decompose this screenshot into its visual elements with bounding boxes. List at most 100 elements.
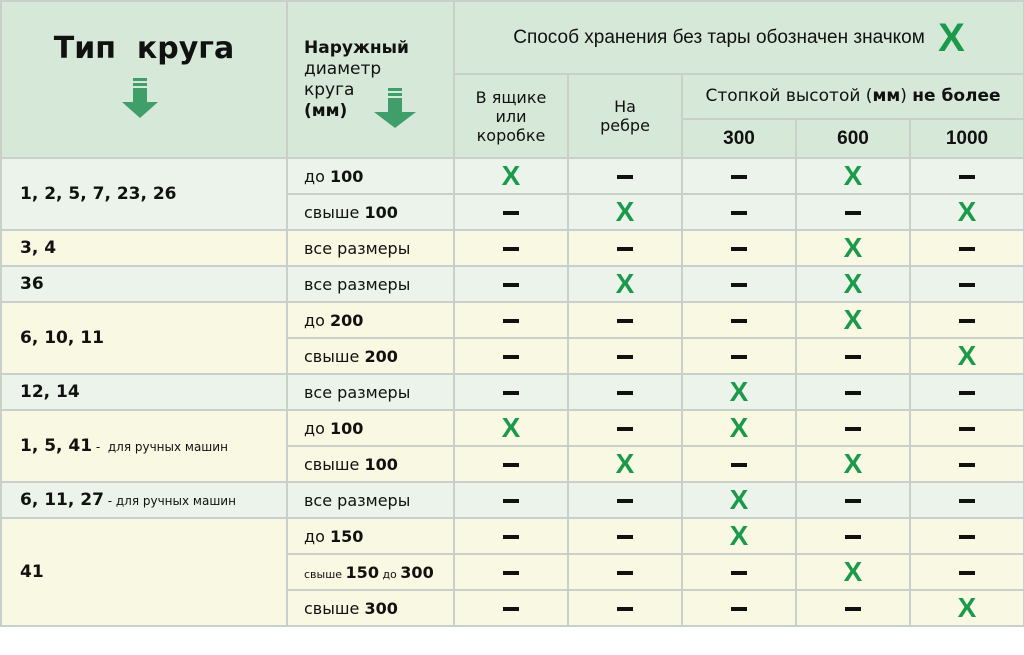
dash-icon [959, 463, 975, 467]
col-height-1000: 1000 [908, 118, 1024, 159]
col-box: В ящике или коробке [453, 73, 569, 159]
wheel-type: 1, 5, 41 [20, 436, 93, 456]
x-mark-icon: X [957, 340, 977, 371]
table-row: 41 до 150 X [0, 517, 1024, 627]
storage-mark-cell [453, 517, 569, 555]
diameter-text: 150 [329, 526, 364, 546]
dash-icon [503, 211, 519, 215]
wheel-type-cell: 6, 10, 11 [0, 301, 288, 375]
storage-mark-cell [567, 337, 683, 375]
x-mark-icon: X [729, 520, 749, 551]
storage-mark-cell: X [453, 157, 569, 195]
stack-limit: не более [912, 86, 1001, 106]
dash-icon [731, 175, 747, 179]
storage-mark-cell [795, 373, 911, 411]
dash-icon [845, 211, 861, 215]
storage-mark-cell [567, 301, 683, 339]
dash-icon [617, 499, 633, 503]
table-row: свыше 300 X [1, 589, 1024, 627]
table-row: 3, 4 все размеры X [0, 229, 1024, 267]
diameter-text: свыше [304, 567, 346, 581]
dash-icon [845, 499, 861, 503]
storage-mark-cell [567, 157, 683, 195]
x-mark-icon: X [501, 160, 521, 191]
storage-mark-cell [453, 301, 569, 339]
dash-icon [731, 355, 747, 359]
x-mark-icon: X [843, 304, 863, 335]
wheel-type-cell: 41 [0, 517, 288, 627]
diameter-line2: диаметр [304, 58, 382, 79]
wheel-type-note: - для ручных машин [103, 494, 236, 508]
dash-icon [959, 283, 975, 287]
storage-mark-cell [681, 553, 797, 591]
x-mark-icon: X [501, 412, 521, 443]
storage-mark-cell: X [453, 409, 569, 447]
x-mark-icon: X [843, 160, 863, 191]
dash-icon [731, 247, 747, 251]
table-row: 36 все размеры X X [0, 265, 1024, 303]
storage-mark-cell [795, 481, 911, 519]
x-mark-icon: X [843, 232, 863, 263]
storage-mark-cell: X [567, 193, 683, 231]
storage-mark-cell: X [681, 409, 797, 447]
storage-mark-cell: X [567, 445, 683, 483]
diameter-text: свыше [304, 598, 365, 618]
x-mark-icon: X [938, 15, 965, 60]
dash-icon [845, 355, 861, 359]
x-mark-icon: X [729, 376, 749, 407]
diameter-text: свыше [304, 346, 365, 366]
dash-icon [731, 211, 747, 215]
storage-mark-cell [567, 553, 683, 591]
diameter-text: все размеры [304, 238, 411, 258]
diameter-text: 200 [329, 310, 364, 330]
col-height-600: 600 [795, 118, 911, 159]
storage-mark-cell: X [681, 373, 797, 411]
diameter-text: свыше [304, 202, 365, 222]
wheel-type-cell: 3, 4 [0, 229, 288, 267]
storage-mark-cell: X [795, 265, 911, 303]
diameter-cell: до 100 [286, 157, 455, 195]
storage-mark-cell: X [908, 337, 1024, 375]
table-row: 6, 10, 11 до 200 X [0, 301, 1024, 375]
storage-mark-cell: X [681, 481, 797, 519]
dash-icon [731, 319, 747, 323]
wheel-type: 41 [20, 562, 44, 582]
x-mark-icon: X [843, 556, 863, 587]
diameter-cell: свыше 100 [286, 193, 455, 231]
storage-mark-cell [567, 517, 683, 555]
col-stack: Стопкой высотой (мм) не более [680, 73, 1024, 120]
diameter-cell: все размеры [286, 229, 455, 267]
dash-icon [503, 319, 519, 323]
wheel-type: 6, 10, 11 [20, 328, 104, 348]
storage-mark-cell [453, 373, 569, 411]
dash-icon [959, 391, 975, 395]
wheel-type-note: - для ручных машин [92, 440, 228, 454]
storage-mark-cell [908, 553, 1024, 591]
storage-mark-cell [908, 517, 1024, 555]
storage-mark-cell [453, 337, 569, 375]
diameter-text: до [304, 526, 330, 546]
storage-mark-cell [681, 265, 797, 303]
x-mark-icon: X [615, 268, 635, 299]
dash-icon [845, 607, 861, 611]
x-mark-icon: X [615, 448, 635, 479]
storage-mark-cell [795, 517, 911, 555]
dash-icon [503, 607, 519, 611]
table-row: свыше 100 X X [1, 193, 1024, 231]
wheel-type: 6, 11, 27 [20, 490, 104, 510]
table-row: 1, 5, 41 - для ручных машин до 100 X X [0, 409, 1024, 483]
diameter-cell: до 150 [286, 517, 455, 555]
dash-icon [845, 391, 861, 395]
table-row: 6, 11, 27 - для ручных машин все размеры X [0, 481, 1024, 519]
diameter-header: Наружный диаметр круга (мм) [286, 0, 455, 159]
storage-mark-cell [681, 193, 797, 231]
storage-mark-cell [795, 589, 911, 627]
diameter-cell: все размеры [286, 265, 455, 303]
diameter-unit: (мм) [304, 100, 348, 121]
storage-mark-cell [908, 301, 1024, 339]
diameter-line3: круга [304, 79, 355, 100]
storage-table: Тип круга Наружный диаметр круга (мм) Сп… [0, 0, 1024, 627]
diameter-text: 100 [329, 166, 364, 186]
dash-icon [503, 535, 519, 539]
dash-icon [959, 319, 975, 323]
